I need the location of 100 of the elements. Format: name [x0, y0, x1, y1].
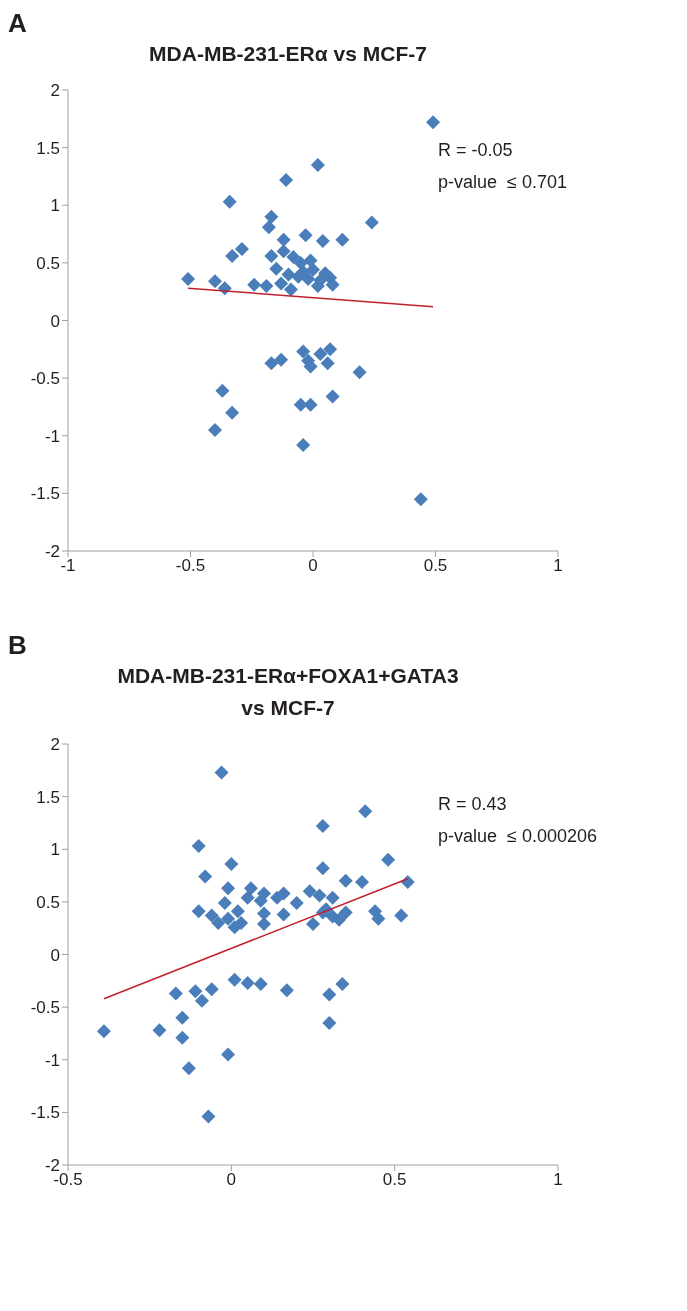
- point: [394, 908, 409, 923]
- point: [240, 890, 255, 905]
- point: [426, 115, 441, 130]
- point: [289, 895, 304, 910]
- point: [355, 874, 369, 889]
- point: [96, 1024, 111, 1039]
- point: [276, 244, 291, 259]
- point: [175, 1030, 190, 1045]
- point: [381, 852, 396, 867]
- y-tick-label: -0.5: [30, 998, 60, 1018]
- point: [222, 194, 237, 209]
- annotation: R = 0.43: [438, 794, 507, 815]
- y-tick-label: 2: [50, 81, 60, 101]
- point: [188, 984, 203, 999]
- point: [286, 250, 301, 265]
- point: [204, 982, 219, 997]
- x-tick-label: 0.5: [423, 556, 448, 576]
- point: [279, 172, 294, 187]
- point: [230, 904, 245, 919]
- point: [257, 906, 271, 921]
- point: [320, 356, 335, 371]
- point: [264, 248, 279, 263]
- point: [208, 274, 222, 289]
- point: [168, 986, 183, 1001]
- point: [191, 904, 206, 919]
- y-tick-label: 2: [50, 735, 60, 755]
- y-tick-label: -1.5: [30, 484, 60, 504]
- point: [227, 920, 242, 935]
- point: [274, 352, 289, 367]
- chart-title: MDA-MB-231-ERα+FOXA1+GATA3 vs MCF-7: [116, 663, 460, 721]
- point: [227, 972, 242, 987]
- point: [234, 242, 249, 257]
- point: [313, 346, 328, 361]
- point: [214, 765, 229, 780]
- x-tick-label: 1: [553, 556, 563, 576]
- point: [358, 804, 373, 819]
- point: [322, 1015, 337, 1030]
- point: [198, 869, 213, 884]
- point: [221, 881, 236, 896]
- point: [303, 397, 318, 412]
- point: [264, 356, 279, 371]
- point: [217, 895, 232, 910]
- point: [181, 1061, 196, 1076]
- point: [296, 344, 311, 359]
- point: [335, 232, 350, 247]
- x-tick-label: 0.5: [382, 1170, 407, 1190]
- text: A: [8, 8, 28, 38]
- point: [338, 873, 353, 888]
- point: [315, 233, 330, 248]
- point: [253, 976, 268, 991]
- point: [191, 839, 206, 854]
- y-tick-label: 1: [50, 196, 60, 216]
- point: [312, 888, 327, 903]
- point: [352, 365, 367, 380]
- point: [325, 890, 340, 905]
- point: [247, 277, 262, 292]
- text: B: [8, 630, 28, 660]
- y-tick-label: -2: [44, 542, 60, 562]
- y-tick-label: 1.5: [36, 787, 60, 807]
- point: [221, 911, 236, 926]
- x-tick-label: -0.5: [175, 556, 206, 576]
- y-tick-label: 1: [50, 840, 60, 860]
- point: [204, 908, 219, 923]
- annotation: p-value ≤ 0.701: [438, 172, 567, 193]
- point: [274, 276, 289, 291]
- annotation: p-value ≤ 0.000206: [438, 826, 597, 847]
- point: [208, 422, 222, 437]
- point: [225, 248, 240, 263]
- point: [310, 157, 325, 172]
- point: [325, 389, 340, 404]
- point: [194, 993, 209, 1008]
- point: [221, 1047, 236, 1062]
- x-tick-label: 0: [226, 1170, 237, 1190]
- point: [243, 881, 258, 896]
- point: [240, 975, 255, 990]
- point: [215, 383, 230, 398]
- point: [293, 397, 308, 412]
- point: [338, 905, 353, 920]
- point: [253, 893, 268, 908]
- point: [201, 1109, 216, 1124]
- x-tick-label: 0: [308, 556, 318, 576]
- y-tick-label: 0.5: [36, 892, 60, 912]
- point: [302, 884, 317, 899]
- point: [296, 437, 311, 452]
- point: [152, 1023, 167, 1038]
- point: [261, 220, 276, 235]
- y-tick-label: -1: [44, 1050, 60, 1070]
- point: [225, 405, 240, 420]
- y-tick-label: 0: [50, 311, 60, 331]
- point: [283, 282, 298, 297]
- point: [315, 861, 330, 876]
- y-tick-label: -1: [44, 426, 60, 446]
- point: [269, 261, 284, 276]
- point: [306, 916, 320, 931]
- point: [335, 976, 350, 991]
- point: [181, 272, 196, 287]
- point: [276, 232, 291, 247]
- point: [175, 1010, 190, 1025]
- point: [364, 215, 379, 230]
- point: [224, 856, 239, 871]
